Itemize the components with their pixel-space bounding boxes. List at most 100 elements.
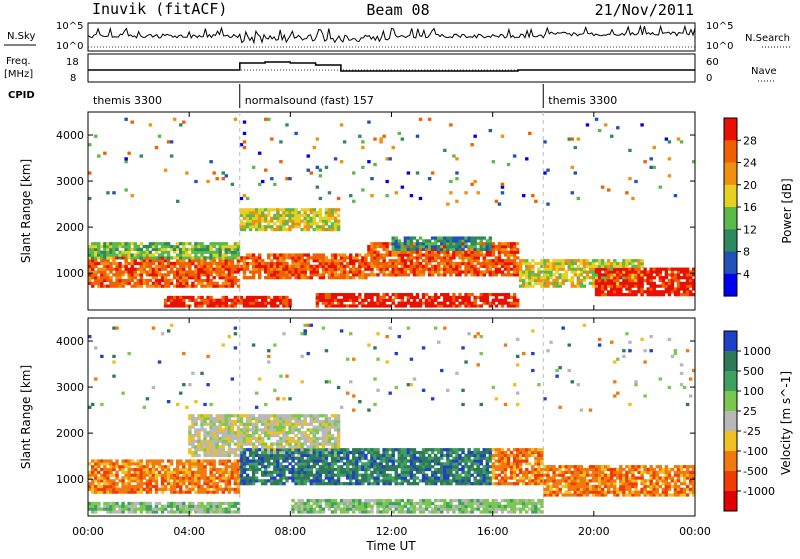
- heatmap-cell: [325, 505, 328, 508]
- heatmap-cell: [285, 276, 288, 279]
- heatmap-cell: [209, 437, 212, 440]
- heatmap-cell: [367, 505, 370, 508]
- heatmap-cell: [337, 440, 340, 443]
- heatmap-cell: [252, 471, 255, 474]
- heatmap-cell: [370, 293, 373, 296]
- heatmap-cell: [382, 268, 385, 271]
- heatmap-cell: [249, 276, 252, 279]
- heatmap-cell: [243, 214, 246, 217]
- heatmap-cell: [631, 259, 634, 262]
- heatmap-cell: [231, 268, 234, 271]
- heatmap-cell: [531, 259, 534, 262]
- heatmap-cell: [243, 457, 246, 460]
- heatmap-cell: [422, 253, 425, 256]
- heatmap-cell: [340, 510, 343, 513]
- heatmap-cell: [191, 420, 194, 423]
- heatmap-cell: [206, 442, 209, 445]
- heatmap-cell: [228, 268, 231, 271]
- heatmap-cell: [243, 273, 246, 276]
- heatmap-cell: [319, 471, 322, 474]
- heatmap-cell: [319, 296, 322, 299]
- heatmap-cell: [121, 251, 124, 254]
- heatmap-cell: [106, 256, 109, 259]
- heatmap-cell: [307, 217, 310, 220]
- heatmap-cell: [143, 476, 146, 479]
- heatmap-cell: [130, 270, 133, 273]
- heatmap-cell: [112, 326, 115, 329]
- heatmap-cell: [586, 262, 589, 265]
- heatmap-cell: [546, 282, 549, 285]
- heatmap-cell: [282, 454, 285, 457]
- heatmap-cell: [130, 268, 133, 271]
- heatmap-cell: [240, 434, 243, 437]
- heatmap-cell: [428, 256, 431, 259]
- heatmap-cell: [231, 259, 234, 262]
- heatmap-cell: [395, 245, 398, 248]
- heatmap-cell: [337, 417, 340, 420]
- heatmap-cell: [428, 177, 431, 180]
- heatmap-cell: [464, 273, 467, 276]
- heatmap-cell: [209, 302, 212, 305]
- heatmap-cell: [382, 262, 385, 265]
- heatmap-cell: [228, 245, 231, 248]
- heatmap-cell: [361, 448, 364, 451]
- heatmap-cell: [571, 282, 574, 285]
- heatmap-cell: [255, 445, 258, 448]
- heatmap-cell: [364, 474, 367, 477]
- heatmap-cell: [316, 222, 319, 225]
- heatmap-cell: [343, 462, 346, 465]
- heatmap-cell: [425, 248, 428, 251]
- heatmap-cell: [285, 253, 288, 256]
- heatmap-cell: [586, 265, 589, 268]
- heatmap-cell: [607, 270, 610, 273]
- heatmap-cell: [528, 276, 531, 279]
- heatmap-cell: [373, 273, 376, 276]
- heatmap-cell: [419, 270, 422, 273]
- heatmap-cell: [255, 270, 258, 273]
- heatmap-cell: [561, 279, 564, 282]
- heatmap-cell: [109, 502, 112, 505]
- heatmap-cell: [352, 448, 355, 451]
- heatmap-cell: [267, 273, 270, 276]
- heatmap-cell: [252, 428, 255, 431]
- heatmap-cell: [206, 276, 209, 279]
- heatmap-cell: [188, 253, 191, 256]
- heatmap-cell: [97, 251, 100, 254]
- heatmap-cell: [270, 448, 273, 451]
- heatmap-cell: [437, 262, 440, 265]
- heatmap-cell: [480, 299, 483, 302]
- heatmap-cell: [473, 273, 476, 276]
- heatmap-cell: [225, 425, 228, 428]
- heatmap-cell: [212, 445, 215, 448]
- heatmap-cell: [328, 265, 331, 268]
- heatmap-cell: [376, 296, 379, 299]
- heatmap-cell: [425, 293, 428, 296]
- heatmap-cell: [121, 285, 124, 288]
- heatmap-cell: [322, 479, 325, 482]
- heatmap-cell: [334, 479, 337, 482]
- heatmap-cell: [231, 282, 234, 285]
- heatmap-cell: [179, 482, 182, 485]
- heatmap-cell: [212, 434, 215, 437]
- heatmap-cell: [279, 253, 282, 256]
- heatmap-cell: [179, 262, 182, 265]
- heatmap-cell: [653, 146, 656, 149]
- heatmap-cell: [470, 256, 473, 259]
- heatmap-cell: [480, 242, 483, 245]
- heatmap-cell: [261, 428, 264, 431]
- heatmap-cell: [267, 448, 270, 451]
- heatmap-cell: [373, 451, 376, 454]
- heatmap-cell: [659, 270, 662, 273]
- heatmap-cell: [200, 485, 203, 488]
- heatmap-cell: [155, 279, 158, 282]
- heatmap-cell: [310, 428, 313, 431]
- heatmap-cell: [279, 268, 282, 271]
- heatmap-cell: [288, 299, 291, 302]
- heatmap-cell: [297, 457, 300, 460]
- heatmap-cell: [625, 293, 628, 296]
- heatmap-cell: [613, 259, 616, 262]
- heatmap-cell: [130, 510, 133, 513]
- heatmap-cell: [264, 448, 267, 451]
- heatmap-cell: [470, 183, 473, 186]
- heatmap-cell: [328, 262, 331, 265]
